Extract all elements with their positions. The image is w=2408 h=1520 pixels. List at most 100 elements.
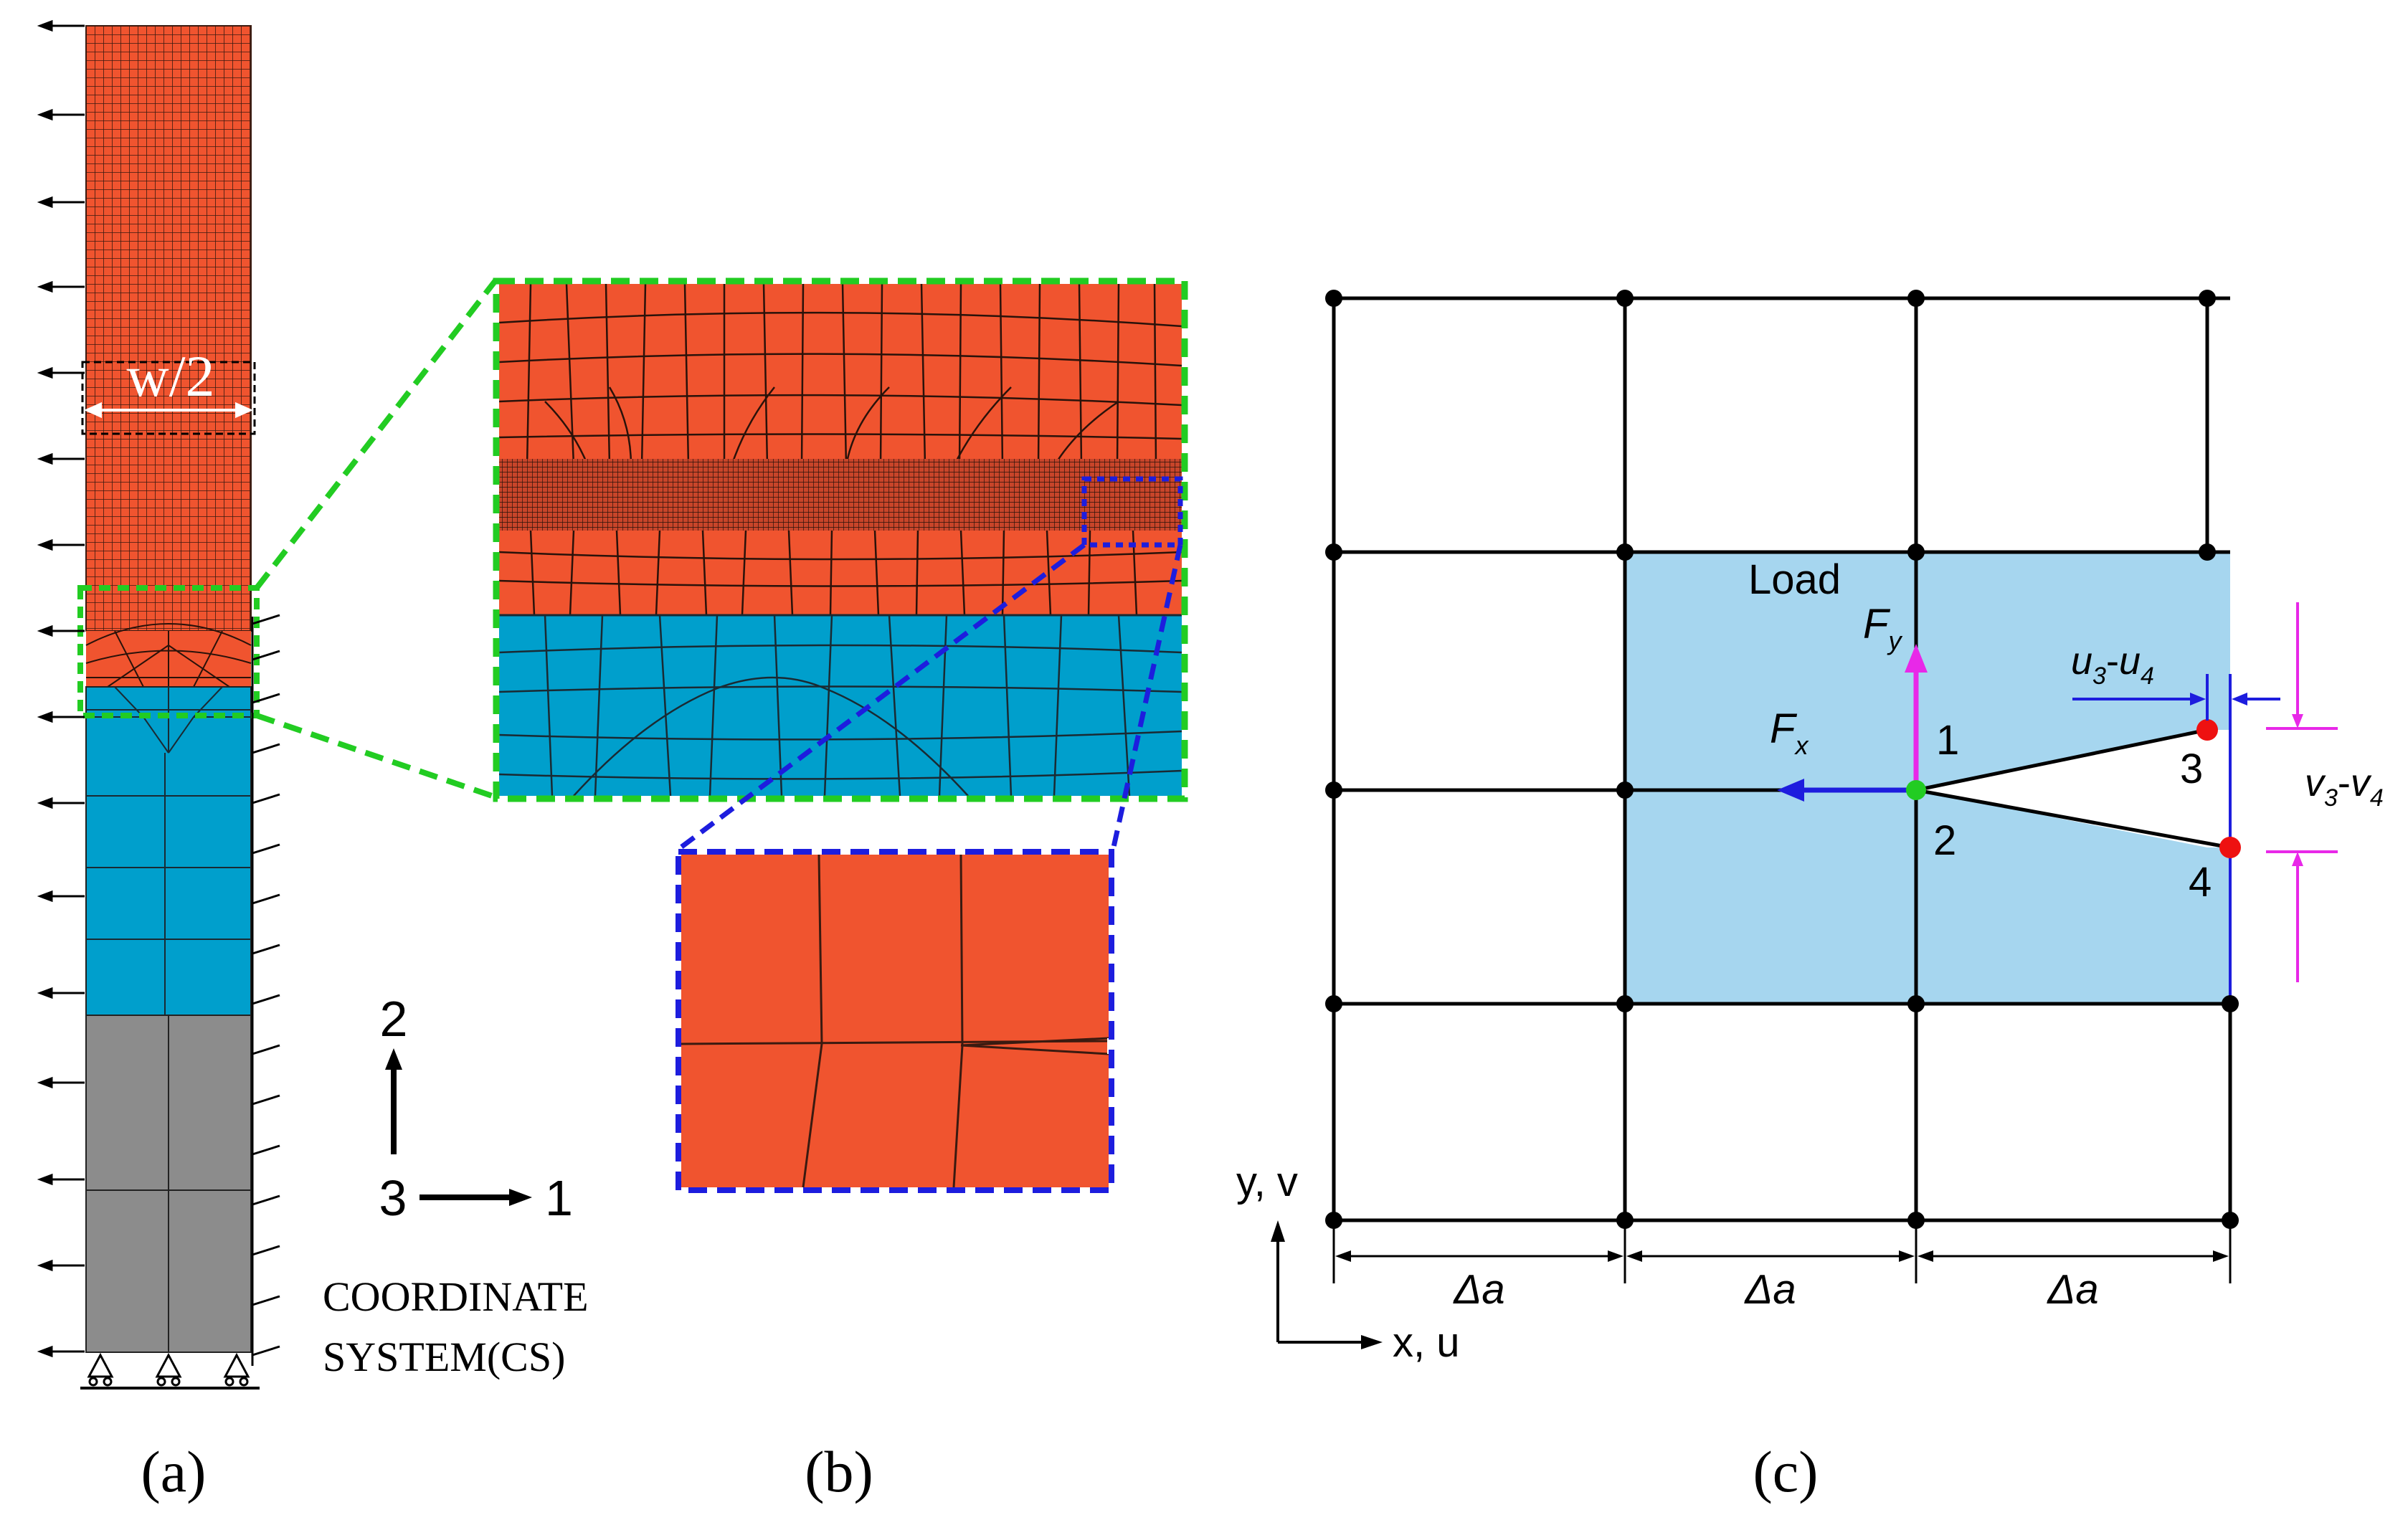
node-2-marker	[1906, 780, 1926, 800]
v-opening-label-var: v	[2305, 761, 2326, 804]
delta-a-label-2: Δa	[1743, 1266, 1796, 1313]
panel-a-load-arrows	[37, 19, 85, 1358]
u-opening-label-var2: u	[2119, 640, 2141, 683]
load-arrow	[37, 1345, 85, 1358]
panel-b-blue-mesh	[498, 614, 1182, 797]
fx-label-sub: x	[1793, 731, 1809, 760]
fx-label-main: F	[1770, 706, 1798, 752]
grid-node	[1907, 290, 1925, 307]
node-1-label: 1	[1936, 717, 1959, 764]
w2-label: w/2	[127, 343, 215, 409]
grid-node	[2222, 995, 2239, 1012]
panel-b-dense-band	[499, 459, 1182, 531]
u-opening-label-dash: -	[2106, 640, 2119, 683]
load-arrow	[37, 1173, 85, 1186]
panel-a-symmetry-hatch	[251, 614, 280, 1366]
grid-node	[2199, 290, 2216, 307]
grid-node	[1325, 995, 1342, 1012]
panel-b: (b)	[493, 277, 1188, 1504]
panel-c: Load Fy Fx 1 2 3 4 u3-u4 v3-v4	[1236, 290, 2384, 1504]
panel-b-crack-tip-box	[1081, 476, 1183, 548]
panel-a: w/2 2 3 1 COORDINATE SYSTEM(CS) (a)	[37, 19, 589, 1504]
w2-dashed-box	[81, 361, 256, 435]
node-2-label: 2	[1933, 817, 1956, 864]
caption-b: (b)	[805, 1439, 873, 1504]
panel-a-orange-mesh	[85, 25, 252, 632]
v-opening-label-var2: v	[2351, 761, 2372, 804]
node-3-label: 3	[2180, 746, 2203, 792]
grid-node	[1325, 543, 1342, 561]
u-opening-label-sub1: 3	[2092, 662, 2106, 690]
cs-axis-1-label: 1	[545, 1170, 573, 1226]
load-arrow	[37, 196, 85, 209]
grid-node	[1616, 995, 1634, 1012]
delta-a-label-1: Δa	[1452, 1266, 1504, 1313]
zoom-connectors-green	[254, 277, 499, 800]
v-opening-dimension	[2266, 602, 2338, 982]
x-axis-label: x, u	[1393, 1319, 1460, 1366]
load-arrow	[37, 538, 85, 551]
panel-b-crack-zoom	[676, 849, 1114, 1193]
cs-axis-2-label: 2	[380, 991, 408, 1047]
panel-b-upper-mesh	[498, 283, 1182, 467]
load-arrow	[37, 711, 85, 723]
caption-a: (a)	[141, 1439, 206, 1504]
grid-node	[1616, 782, 1634, 799]
panel-c-xy-axes	[1271, 1220, 1383, 1349]
v-opening-label: v3-v4	[2305, 761, 2384, 812]
load-arrow	[37, 108, 85, 121]
grid-node	[1907, 995, 1925, 1012]
fx-label: Fx	[1770, 706, 1809, 760]
node-4-label: 4	[2189, 859, 2212, 906]
load-arrow	[37, 452, 85, 465]
zoom-connectors-blue	[675, 543, 1183, 852]
grid-node	[1907, 543, 1925, 561]
panel-a-gray-mesh	[85, 1015, 252, 1353]
grid-node	[1325, 290, 1342, 307]
grid-node	[1616, 290, 1634, 307]
v-opening-label-sub1: 3	[2324, 784, 2338, 812]
load-label: Load	[1748, 556, 1841, 603]
grid-node	[1325, 782, 1342, 799]
panel-a-roller-supports	[80, 1352, 260, 1390]
caption-c: (c)	[1753, 1439, 1818, 1504]
cs-title-line1: COORDINATE	[323, 1273, 589, 1320]
y-axis-label: y, v	[1236, 1159, 1298, 1205]
load-arrow	[37, 987, 85, 999]
v-opening-label-dash: -	[2338, 761, 2351, 804]
cs-axis-3-label: 3	[379, 1170, 407, 1226]
load-arrow	[37, 1076, 85, 1089]
node-4-marker	[2219, 837, 2241, 858]
u-opening-label: u3-u4	[2071, 640, 2154, 690]
fy-label: Fy	[1863, 601, 1902, 655]
fy-arrow	[1905, 644, 1928, 790]
v-opening-label-sub2: 4	[2370, 784, 2384, 812]
load-arrow	[37, 1259, 85, 1272]
load-arrow	[37, 366, 85, 379]
load-arrow	[37, 19, 85, 32]
u-opening-label-sub2: 4	[2141, 662, 2154, 690]
fx-arrow	[1777, 779, 1916, 802]
load-arrow	[37, 890, 85, 903]
node-3-marker	[2196, 719, 2218, 741]
w2-dimension-arrow	[84, 402, 253, 419]
load-arrow	[37, 280, 85, 293]
u-opening-dimension	[2072, 674, 2280, 730]
load-arrow	[37, 624, 85, 637]
load-arrow	[37, 797, 85, 809]
grid-node	[1616, 543, 1634, 561]
delta-a-label-3: Δa	[2046, 1266, 2098, 1313]
panel-c-delta-dimensions	[1332, 1220, 2232, 1283]
fy-label-main: F	[1863, 601, 1891, 647]
panel-c-crack-wedge	[1916, 730, 2230, 847]
cs-axes	[385, 1048, 532, 1206]
grid-node	[2199, 543, 2216, 561]
panel-b-green-frame	[493, 277, 1188, 802]
u-opening-label-var: u	[2071, 640, 2092, 683]
panel-a-blue-mesh	[85, 686, 252, 1016]
panel-b-lower-orange-mesh	[498, 530, 1182, 616]
fy-label-sub: y	[1886, 626, 1902, 655]
panel-a-transition-mesh	[85, 623, 252, 688]
cs-title-line2: SYSTEM(CS)	[323, 1334, 565, 1380]
